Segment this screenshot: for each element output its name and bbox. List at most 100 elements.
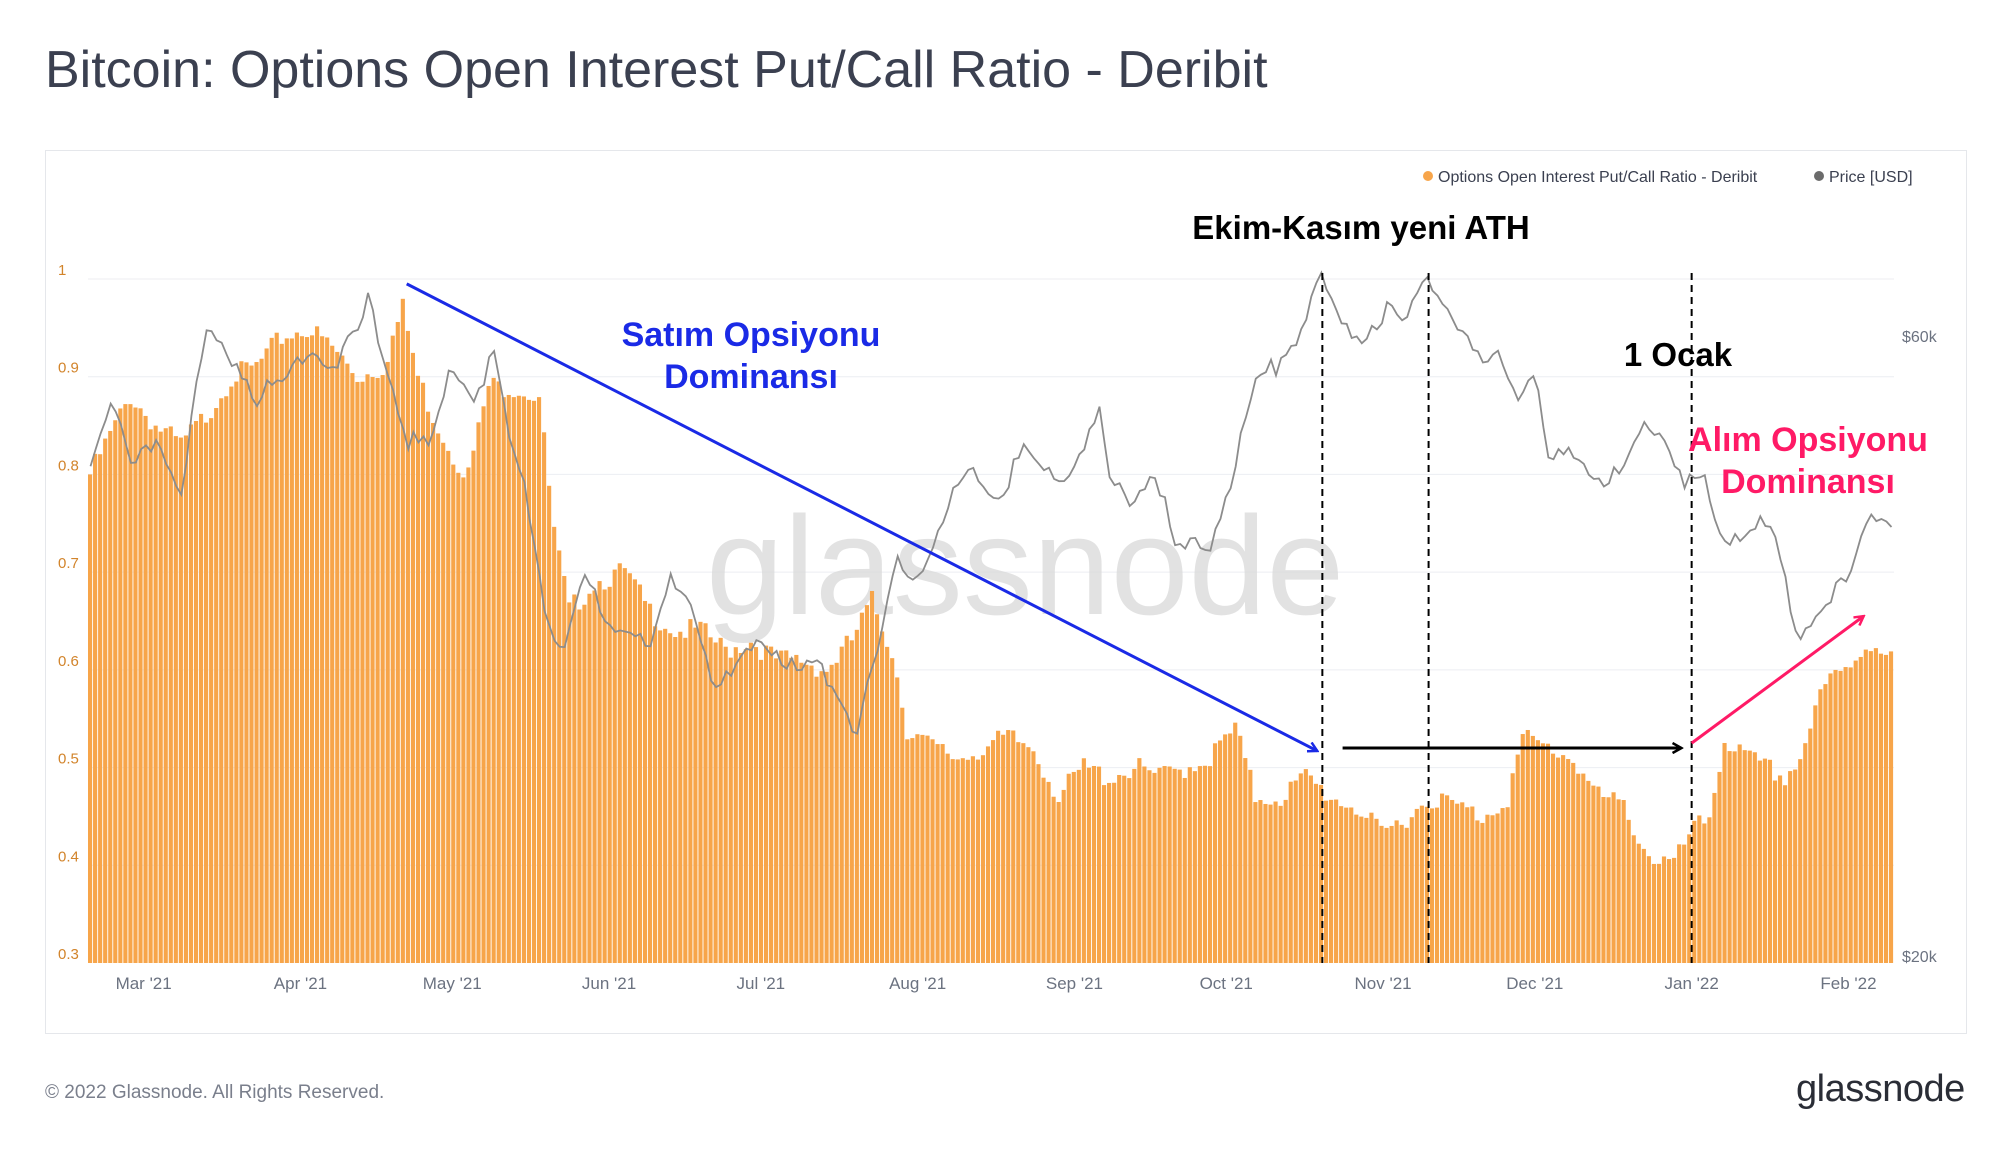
bar	[1137, 758, 1142, 963]
bar	[1409, 817, 1414, 963]
pink-rising-arrow	[1690, 616, 1864, 745]
bar	[1833, 669, 1838, 963]
bar	[1853, 660, 1858, 963]
bar	[1369, 812, 1374, 963]
bar	[365, 374, 370, 963]
x-tick-label: Apr '21	[274, 974, 327, 993]
bar	[1747, 750, 1752, 963]
bar	[658, 630, 663, 963]
bar	[637, 584, 643, 963]
bar	[496, 381, 501, 963]
bar	[1228, 733, 1233, 963]
bar	[93, 453, 98, 963]
annotation-arrows	[406, 282, 1864, 751]
bar	[1238, 735, 1243, 963]
bar	[531, 400, 537, 963]
bar	[1707, 817, 1712, 963]
axes: Mar '21 Apr '21 May '21 Jun '21 Jul '21 Aug '…	[58, 262, 1938, 993]
bar	[133, 407, 138, 963]
bar	[385, 361, 390, 963]
chart-panel: glassnode Mar '21 Apr '21 May '21 Jun '21 Ju…	[45, 150, 1967, 1034]
bar	[178, 437, 183, 963]
bar	[1091, 766, 1097, 963]
bar	[834, 662, 839, 963]
bar	[779, 650, 784, 963]
bar	[1475, 820, 1480, 963]
bar	[799, 662, 804, 963]
bar	[1631, 835, 1636, 963]
footer-logo: glassnode	[1796, 1068, 1965, 1110]
bar	[1334, 799, 1339, 963]
x-tick-label: Nov '21	[1355, 974, 1412, 993]
x-tick-label: Mar '21	[116, 974, 172, 993]
bar	[1586, 780, 1591, 963]
bar	[536, 397, 542, 964]
bar	[1071, 771, 1076, 963]
bar	[506, 394, 511, 963]
bar	[713, 642, 718, 963]
bar	[1722, 742, 1727, 963]
bar	[950, 759, 955, 963]
bar	[980, 755, 986, 963]
bar	[1172, 768, 1177, 963]
bar	[204, 422, 209, 963]
bar	[849, 640, 854, 963]
bar	[1682, 844, 1687, 963]
y-right-tick-label: $20k	[1902, 949, 1938, 966]
bar	[1051, 796, 1056, 963]
bar	[1500, 808, 1505, 963]
bar	[214, 408, 219, 963]
legend-swatch	[1814, 171, 1824, 181]
bar	[309, 335, 315, 964]
bar	[345, 363, 350, 963]
bar	[1838, 670, 1843, 963]
bar	[224, 396, 229, 963]
bar	[542, 432, 547, 963]
bar	[1606, 797, 1611, 963]
bar	[375, 377, 380, 963]
bar	[915, 734, 920, 963]
bar	[1318, 784, 1324, 963]
legend-label: Options Open Interest Put/Call Ratio - D…	[1438, 169, 1758, 186]
bar	[1207, 766, 1213, 963]
bar	[1828, 673, 1833, 963]
bar	[1066, 773, 1071, 963]
bar	[1561, 755, 1566, 963]
bar	[491, 377, 496, 963]
bar	[804, 664, 809, 963]
bar	[390, 335, 395, 963]
bar	[198, 413, 204, 963]
x-tick-label: Dec '21	[1506, 974, 1563, 993]
bar	[592, 590, 597, 963]
bar	[1187, 767, 1192, 963]
bar	[138, 408, 143, 963]
bar	[1611, 792, 1616, 963]
bar	[1374, 818, 1379, 963]
bar	[1591, 785, 1596, 963]
bar	[1818, 689, 1823, 963]
bar	[1112, 782, 1117, 963]
bar	[420, 382, 426, 963]
bar	[1793, 769, 1798, 963]
bar	[1323, 800, 1329, 963]
bar	[738, 653, 743, 963]
bar	[920, 734, 925, 963]
bar	[471, 450, 476, 963]
bar	[647, 603, 653, 963]
bar	[1076, 769, 1081, 963]
bar	[1197, 766, 1202, 963]
bar	[1878, 653, 1884, 963]
bar	[1556, 757, 1561, 963]
bar	[794, 654, 799, 963]
price-series	[89, 270, 1893, 735]
bar	[1460, 802, 1465, 963]
bar	[335, 351, 340, 963]
bar	[1646, 856, 1651, 963]
bar	[1651, 863, 1656, 963]
bar	[148, 429, 153, 964]
bar	[683, 637, 688, 963]
bar	[1026, 747, 1031, 963]
bar	[1046, 781, 1051, 963]
bar	[466, 467, 471, 963]
bar	[340, 355, 345, 963]
